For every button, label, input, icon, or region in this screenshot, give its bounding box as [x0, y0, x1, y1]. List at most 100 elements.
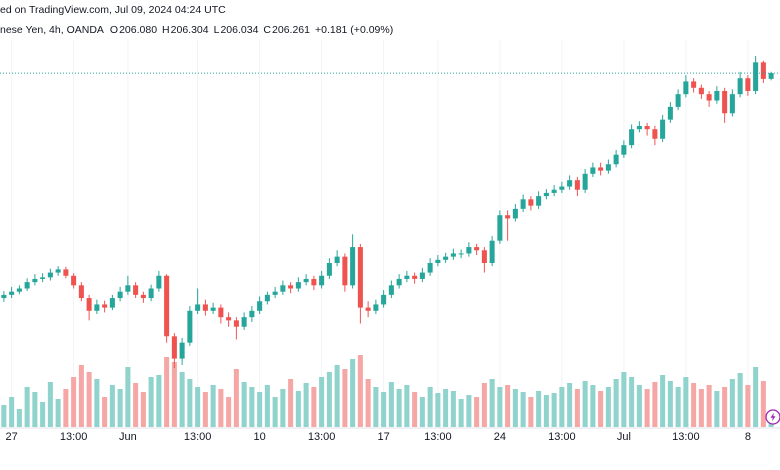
candle-body [40, 277, 46, 279]
volume-bar [404, 385, 410, 427]
lightning-button[interactable] [765, 409, 780, 425]
volume-bar [1, 405, 7, 427]
candle-body [233, 320, 239, 327]
candle-body [288, 285, 294, 289]
volume-bar [497, 387, 503, 427]
change: +0.181 (+0.09%) [315, 24, 393, 36]
volume-bar [55, 399, 61, 427]
volume-bar [435, 393, 441, 427]
x-tick-label: 13:00 [184, 431, 212, 443]
candle-body [164, 275, 170, 337]
candle-body [737, 78, 743, 95]
candle-body [636, 126, 642, 130]
candle-body [714, 90, 720, 101]
candle-body [1, 294, 7, 299]
candle-body [450, 253, 456, 257]
candle-body [474, 247, 480, 251]
candle-body [427, 263, 433, 273]
candle-body [512, 208, 518, 219]
volume-bar [350, 359, 356, 427]
volume-bar [47, 382, 53, 427]
volume-bar [16, 409, 22, 427]
candle-body [396, 278, 402, 286]
volume-bar [388, 382, 394, 427]
volume-bar [714, 391, 720, 427]
volume-bar [396, 389, 402, 427]
candle-body [722, 90, 728, 114]
candle-body [667, 106, 673, 120]
candle-body [350, 247, 356, 286]
volume-bar [179, 372, 185, 427]
candle-layer [0, 55, 780, 369]
volume-bar [458, 399, 464, 427]
volume-bar [32, 392, 38, 427]
volume-bar [280, 389, 286, 427]
volume-bar [187, 379, 193, 427]
volume-bar [543, 395, 549, 427]
candle-body [140, 294, 146, 299]
lightning-icon [770, 412, 776, 422]
volume-bar [722, 387, 728, 427]
volume-bar [412, 392, 418, 427]
volume-bar [373, 387, 379, 427]
volume-bar [450, 391, 456, 427]
candle-body [210, 307, 216, 311]
candle-body [365, 307, 371, 311]
volume-bar [303, 383, 309, 427]
volume-bar [156, 375, 162, 427]
volume-bar [489, 379, 495, 427]
candle-body [404, 275, 410, 279]
volume-bar [675, 387, 681, 427]
volume-bar [528, 397, 534, 427]
candle-body [47, 272, 53, 278]
x-tick-label: 13:00 [60, 431, 88, 443]
candle-body [698, 87, 704, 95]
volume-bar [357, 355, 363, 427]
candle-body [660, 119, 666, 139]
candle-body [373, 304, 379, 311]
candle-body [536, 196, 542, 206]
candle-body [768, 73, 774, 79]
volume-bar [598, 391, 604, 427]
volume-bar [164, 357, 170, 427]
volume-bar [288, 379, 294, 427]
ohlc-key: L [214, 24, 220, 36]
volume-bar [760, 381, 766, 427]
candle-body [195, 304, 201, 311]
candle-body [125, 285, 131, 292]
volume-bar [737, 373, 743, 427]
header-source: ed on TradingView.com, Jul 09, 2024 04:2… [0, 4, 226, 16]
candle-body [706, 94, 712, 101]
candle-body [249, 310, 255, 318]
candle-body [24, 282, 30, 289]
candle-body [443, 256, 449, 260]
candle-body [691, 81, 697, 88]
candle-body [326, 263, 332, 276]
volume-bar [691, 383, 697, 427]
volume-bar [195, 387, 201, 427]
volume-bar [334, 365, 340, 427]
volume-bar [698, 389, 704, 427]
volume-bar [94, 379, 100, 427]
candle-body [63, 269, 69, 276]
volume-bar [753, 367, 759, 427]
candle-body [528, 199, 534, 206]
candle-body [458, 253, 464, 255]
candle-body [16, 288, 22, 292]
candle-body [419, 272, 425, 279]
volume-bar [381, 392, 387, 427]
volume-bar [621, 372, 627, 427]
volume-bar [86, 372, 92, 427]
x-tick-label: 13:00 [308, 431, 336, 443]
candle-body [605, 164, 611, 171]
candle-body [156, 275, 162, 289]
candle-body [381, 294, 387, 305]
volume-bar [102, 397, 108, 427]
candle-body [334, 256, 340, 264]
candle-body [520, 199, 526, 209]
time-axis: 27 13:00 Jun 13:00 10 13:00 17 13:00 24 13:00 Jul 1… [6, 431, 751, 443]
candle-body [94, 304, 100, 311]
volume-bar [567, 383, 573, 427]
volume-bar [63, 389, 69, 427]
